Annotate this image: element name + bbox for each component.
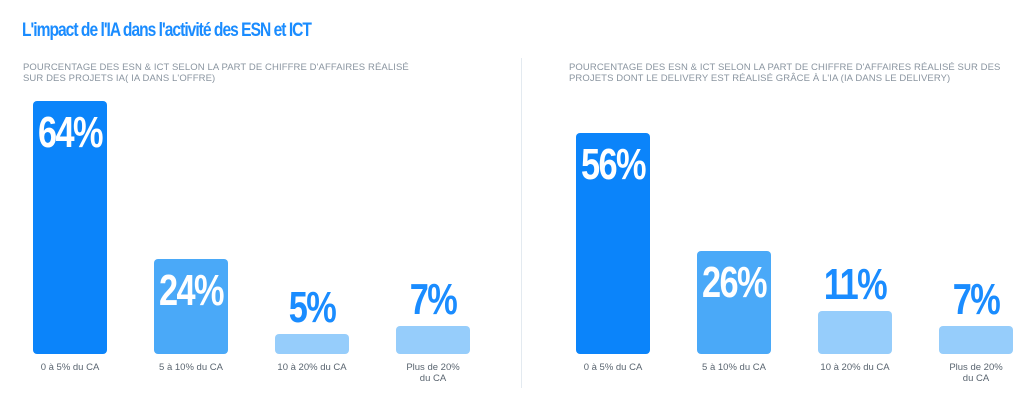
category-label: 0 à 5% du CA: [583, 362, 643, 373]
category-label: 5 à 10% du CA: [702, 362, 766, 373]
bar-value-label: 7%: [409, 275, 458, 324]
bar-10-20: [275, 334, 349, 354]
chart-panel-ia-delivery: POURCENTAGE DES ESN & ICT SELON LA PART …: [522, 0, 1024, 410]
bar-value-label: 5%: [288, 283, 337, 332]
page-title: L'impact de l'IA dans l'activité des ESN…: [22, 20, 312, 41]
bar-plus-20: [939, 326, 1013, 354]
category-label: Plus de 20% du CA: [406, 362, 460, 384]
category-label: 0 à 5% du CA: [40, 362, 100, 373]
bar-0-5: [576, 133, 650, 354]
bar-5-10: [697, 251, 771, 354]
bar-0-5: [33, 101, 107, 354]
chart-subtitle: POURCENTAGE DES ESN & ICT SELON LA PART …: [569, 62, 1001, 84]
bar-plus-20: [396, 326, 470, 354]
bar-5-10: [154, 259, 228, 354]
category-label: 5 à 10% du CA: [159, 362, 223, 373]
panel-divider: [521, 58, 522, 388]
chart-subtitle: POURCENTAGE DES ESN & ICT SELON LA PART …: [23, 62, 409, 84]
category-label: Plus de 20% du CA: [949, 362, 1003, 384]
category-label: 10 à 20% du CA: [820, 362, 890, 373]
bar-value-label: 64%: [37, 108, 104, 157]
bar-value-label: 11%: [823, 260, 888, 309]
bar-value-label: 7%: [952, 275, 1001, 324]
category-label: 10 à 20% du CA: [277, 362, 347, 373]
bar-value-label: 26%: [701, 258, 768, 307]
bar-10-20: [818, 311, 892, 354]
bar-value-label: 24%: [158, 266, 225, 315]
chart-panel-ia-offre: POURCENTAGE DES ESN & ICT SELON LA PART …: [23, 62, 470, 384]
bar-value-label: 56%: [580, 140, 647, 189]
